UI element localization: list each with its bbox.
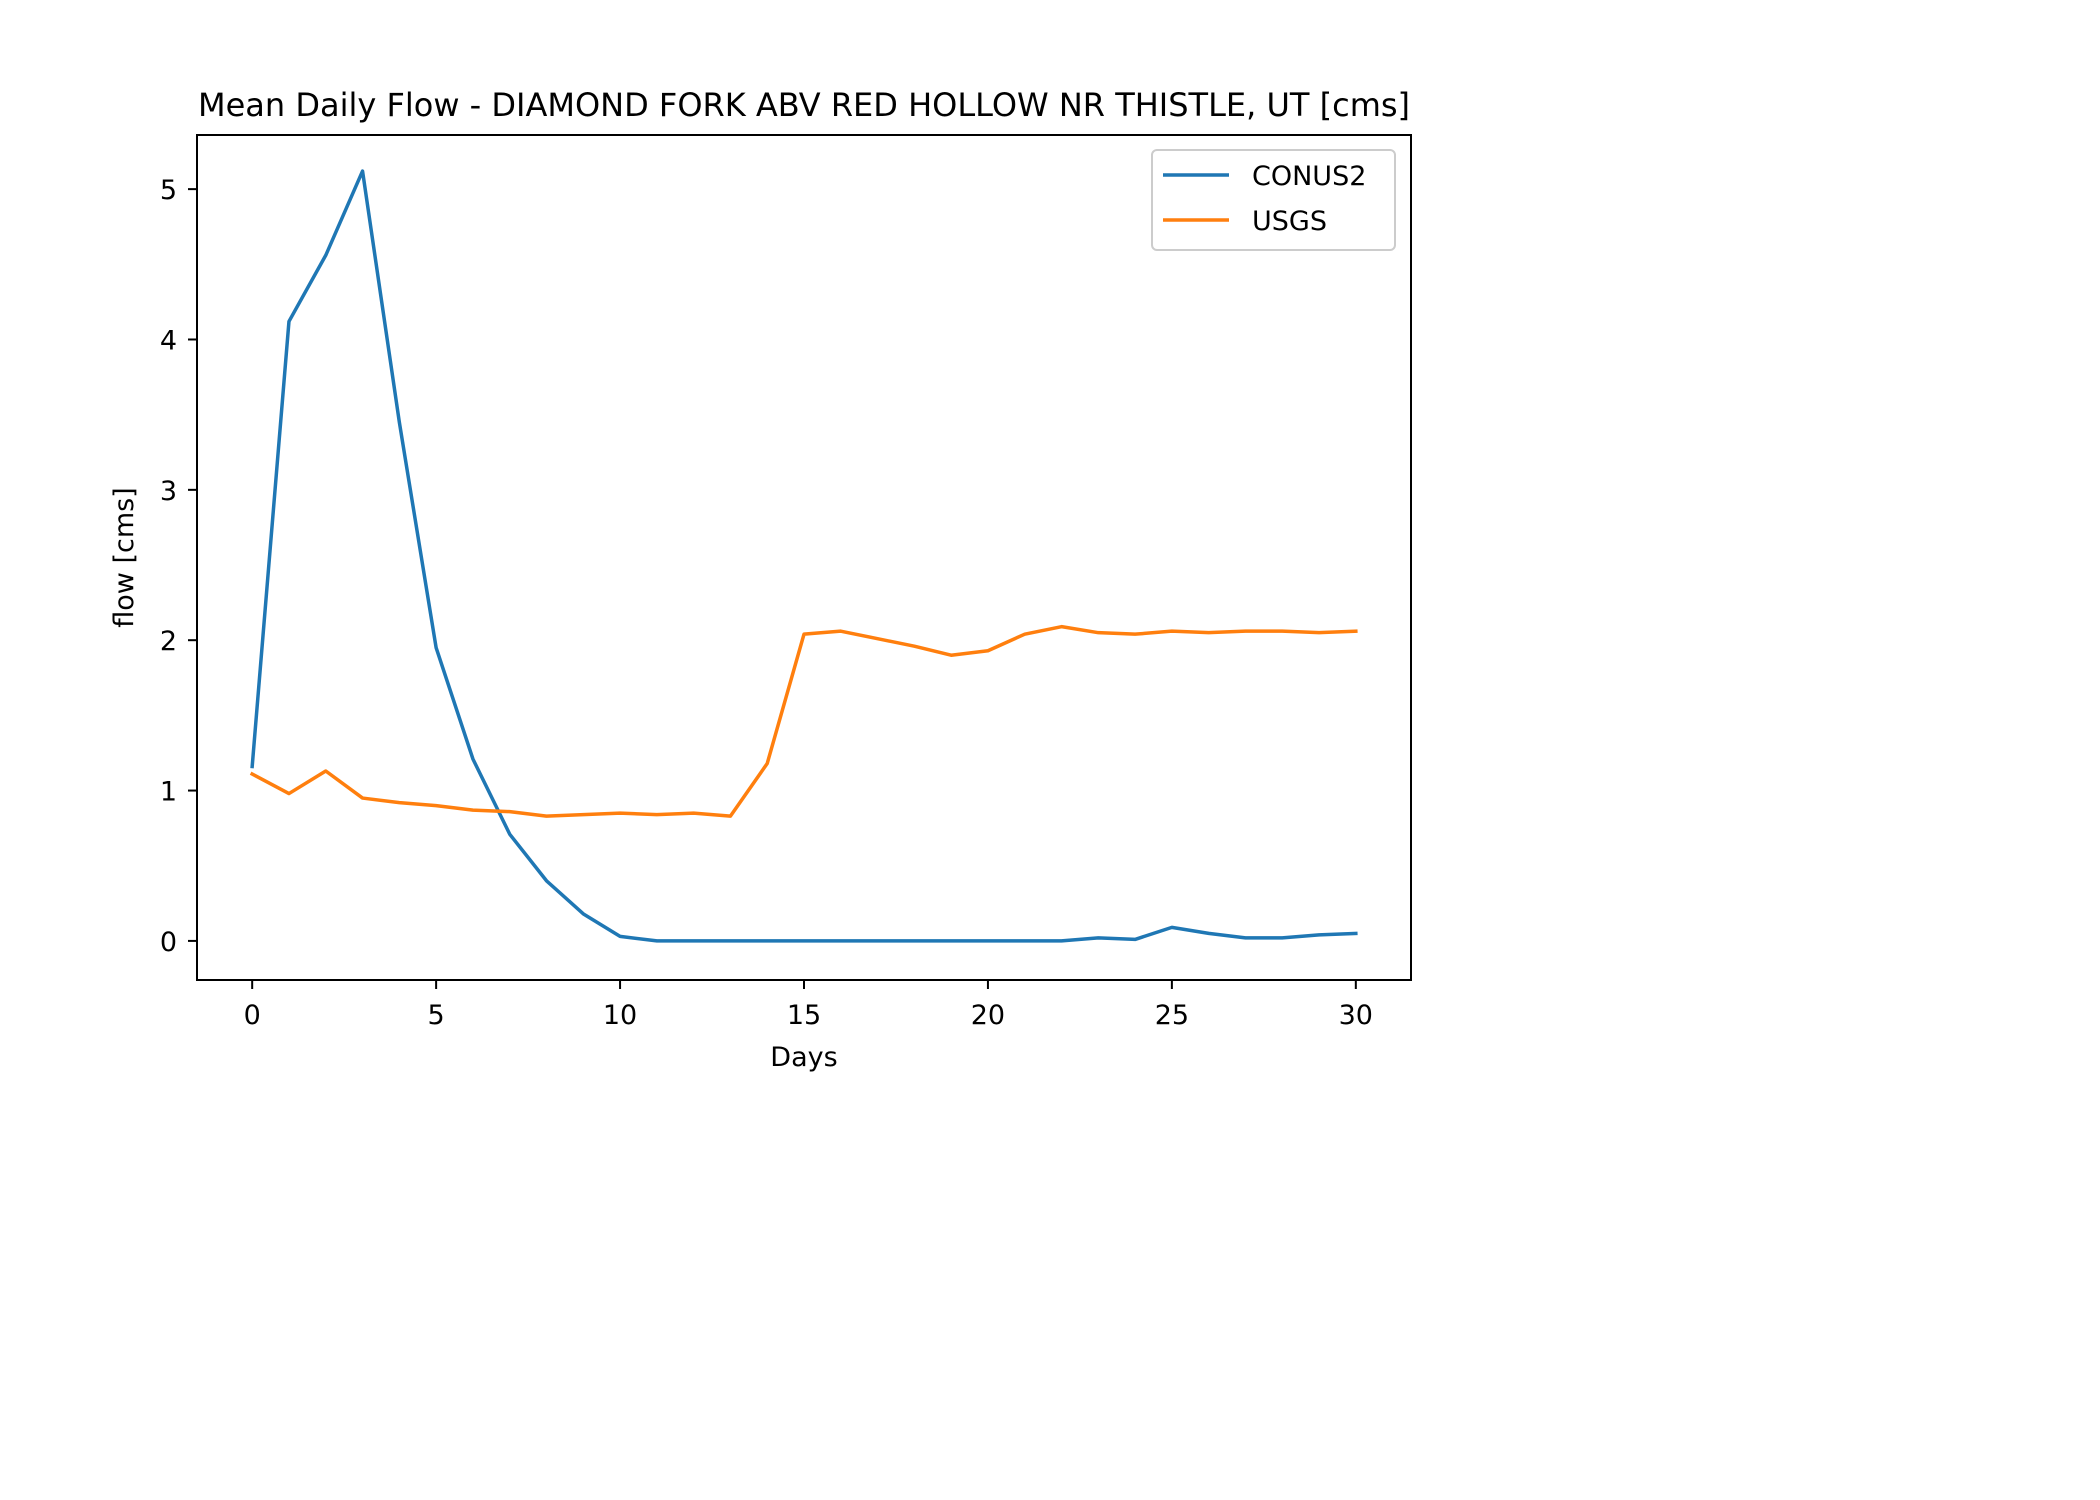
x-tick-label: 30 — [1339, 1000, 1373, 1031]
y-axis-ticks: 0 1 2 3 4 5 — [160, 175, 197, 958]
x-tick-label: 0 — [244, 1000, 261, 1031]
legend-label-usgs: USGS — [1252, 206, 1327, 237]
y-axis-label: flow [cms] — [109, 487, 140, 627]
x-tick-label: 15 — [787, 1000, 821, 1031]
axes-frame — [196, 134, 1412, 981]
legend: CONUS2 USGS — [1151, 149, 1396, 251]
x-axis-ticks: 0 5 10 15 20 25 30 — [244, 980, 1373, 1031]
series-line-conus2 — [250, 169, 1358, 943]
x-tick-label: 20 — [971, 1000, 1005, 1031]
legend-label-conus2: CONUS2 — [1252, 161, 1366, 192]
series-layer — [249, 169, 1358, 943]
y-tick-label: 2 — [160, 626, 177, 657]
y-tick-label: 1 — [160, 777, 177, 808]
y-tick-label: 4 — [160, 325, 177, 356]
x-tick-label: 5 — [428, 1000, 445, 1031]
y-tick-label: 5 — [160, 175, 177, 206]
chart-figure: 0 5 10 15 20 25 30 0 1 2 3 4 5 Mean Daily Flow - DI… — [109, 86, 1412, 1073]
x-tick-label: 10 — [603, 1000, 637, 1031]
x-axis-label: Days — [770, 1042, 837, 1073]
chart-title: Mean Daily Flow - DIAMOND FORK ABV RED H… — [198, 86, 1410, 124]
series-line-usgs — [249, 624, 1358, 818]
y-tick-label: 3 — [160, 476, 177, 507]
line-chart: 0 5 10 15 20 25 30 0 1 2 3 4 5 Mean Daily Flow - DI… — [109, 86, 1412, 1073]
x-tick-label: 25 — [1155, 1000, 1189, 1031]
y-tick-label: 0 — [160, 927, 177, 958]
